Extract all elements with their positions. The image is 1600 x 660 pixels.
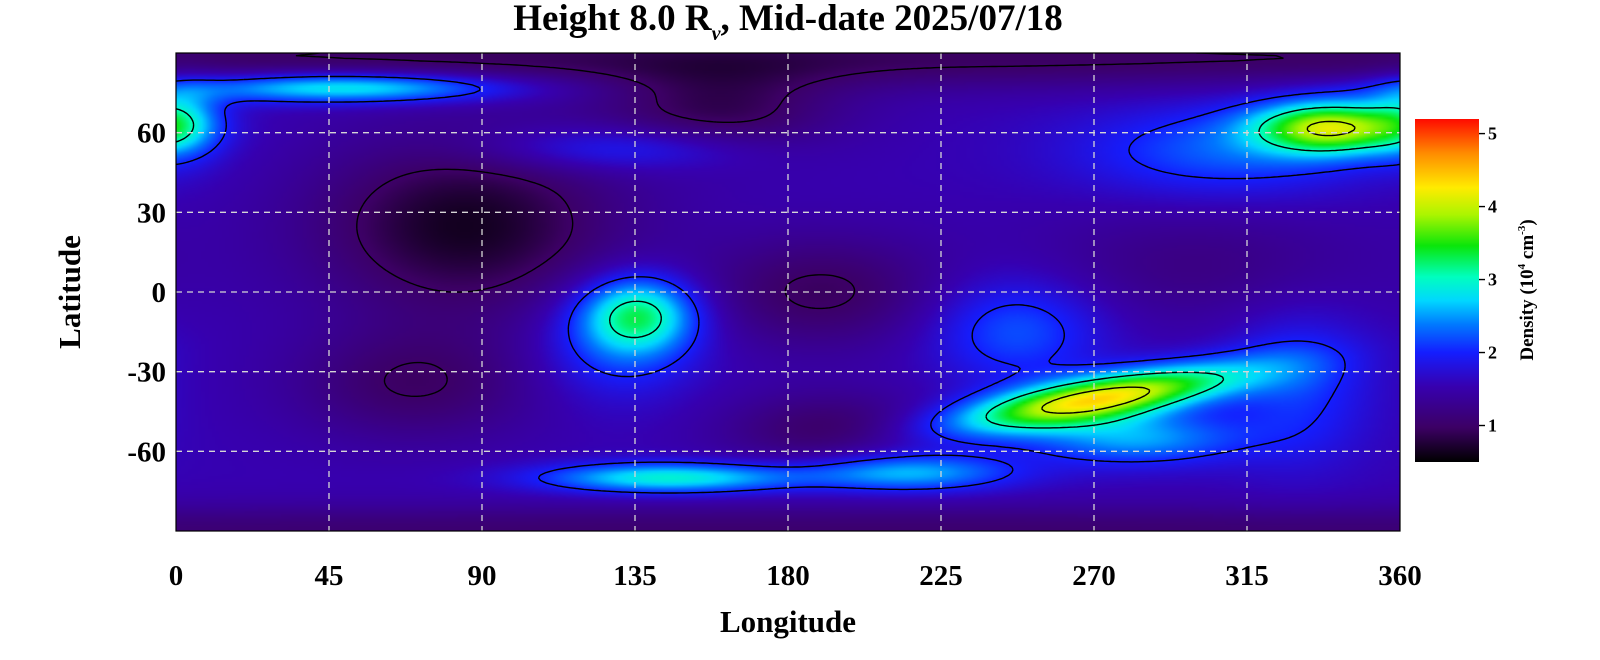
y-tick-label: -30 — [127, 357, 166, 389]
contour-line — [1041, 120, 1356, 414]
colorbar-tick-label: 2 — [1488, 343, 1497, 363]
colorbar: 1 2 3 4 5 Density (104 cm-3) — [1415, 119, 1538, 462]
plot-frame — [175, 52, 1401, 532]
y-axis-ticks: -60 -30 0 30 60 — [127, 118, 166, 469]
y-axis-label: Latitude — [52, 235, 87, 349]
y-tick-label: 60 — [137, 118, 166, 150]
chart-title: Height 8.0 Rv, Mid-date 2025/07/18 — [513, 0, 1062, 45]
contour-line — [176, 75, 1400, 494]
colorbar-tick-label: 1 — [1488, 416, 1497, 436]
x-tick-label: 0 — [169, 560, 184, 592]
y-tick-label: 30 — [137, 197, 166, 229]
colorbar-gradient — [1415, 119, 1479, 462]
plot-area — [175, 52, 1401, 532]
contour-lines — [176, 53, 1400, 494]
x-axis-ticks: 0 45 90 135 180 225 270 315 360 — [169, 560, 1422, 592]
colorbar-label: Density (104 cm-3) — [1516, 219, 1538, 360]
x-tick-label: 360 — [1378, 560, 1422, 592]
x-tick-label: 135 — [613, 560, 657, 592]
grid-lines — [176, 53, 1400, 531]
x-axis-label: Longitude — [720, 604, 856, 639]
x-tick-label: 225 — [919, 560, 963, 592]
colorbar-tick-label: 3 — [1488, 270, 1497, 290]
x-tick-label: 180 — [766, 560, 810, 592]
contour-line — [176, 106, 1400, 429]
x-tick-label: 315 — [1225, 560, 1269, 592]
contour-line — [295, 53, 1284, 397]
x-tick-label: 90 — [468, 560, 497, 592]
colorbar-tick-label: 5 — [1488, 124, 1497, 144]
y-tick-label: -60 — [127, 436, 166, 468]
colorbar-tick-label: 4 — [1488, 197, 1497, 217]
y-tick-label: 0 — [152, 277, 167, 309]
x-tick-label: 270 — [1072, 560, 1116, 592]
x-tick-label: 45 — [315, 560, 344, 592]
colorbar-ticks: 1 2 3 4 5 — [1479, 124, 1497, 436]
